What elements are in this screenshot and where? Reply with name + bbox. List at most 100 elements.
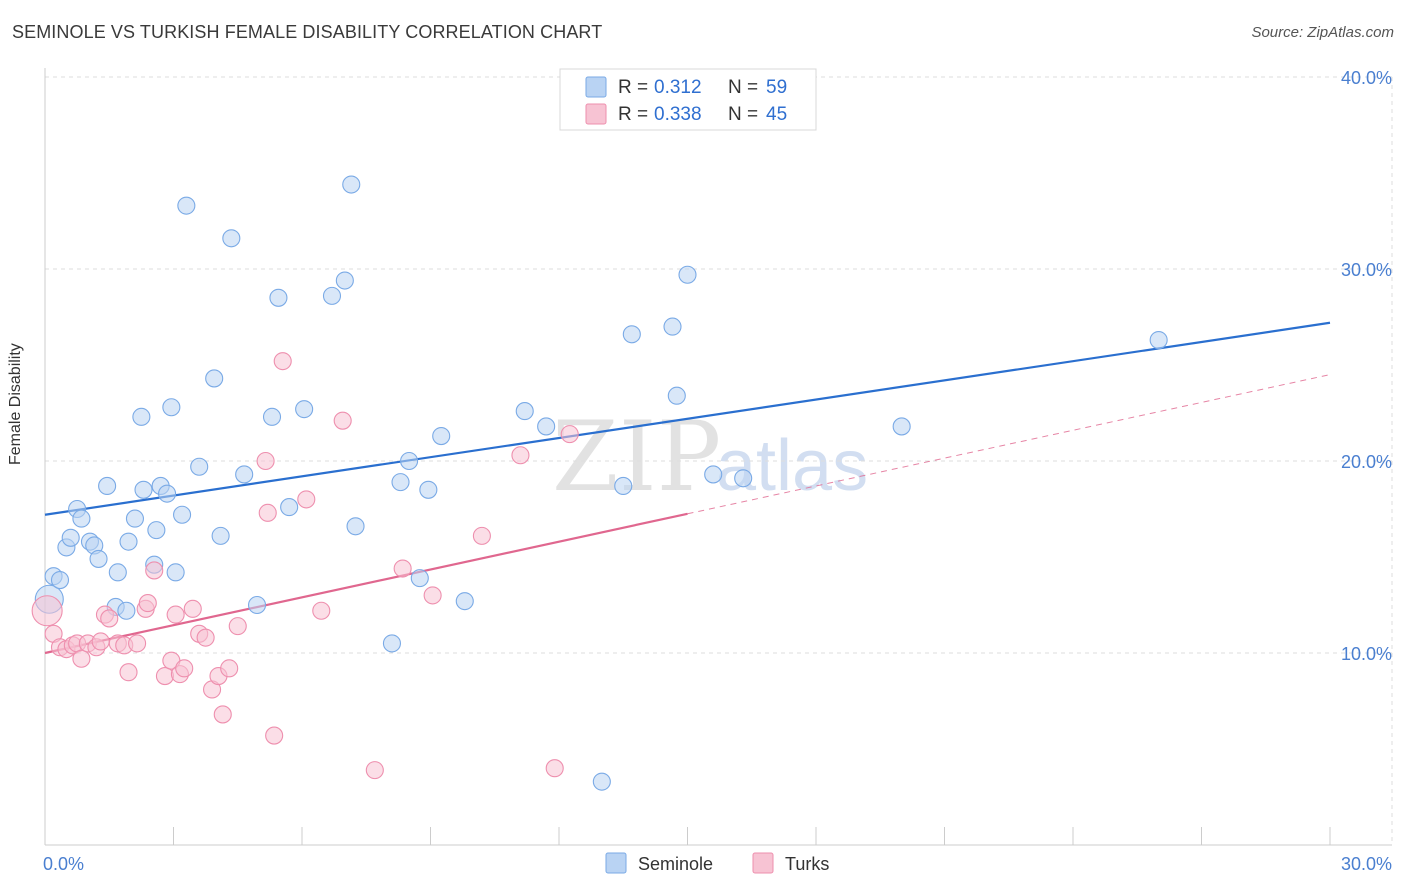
watermark-zip: ZIP [552,401,721,513]
watermark: ZIP atlas [552,401,868,513]
turks-point-42 [472,526,491,545]
legend: R = 0.312 N = 59 R = 0.338 N = 45 [559,68,817,131]
seminole-point-10 [98,476,117,496]
seminole-point-29 [222,229,241,248]
seminole-point-24 [173,505,192,524]
seminole-point-12 [108,563,127,582]
seminole-point-58 [1149,330,1168,350]
turks-point-15 [128,634,147,653]
seminole-point-21 [158,484,177,503]
seminole-point-33 [269,288,288,307]
turks-point-38 [333,411,352,430]
turks-point-44 [545,759,564,778]
seminole-point-56 [734,469,753,488]
seminole-point-22 [162,398,181,417]
seminole-point-51 [622,325,641,344]
seminole-point-52 [663,317,682,336]
turks-point-32 [256,451,275,471]
turks-point-19 [155,666,174,686]
legend-swatch-seminole [585,76,607,98]
y-tick-label-1: 20.0% [1341,452,1392,472]
data-points [31,175,1168,791]
seminole-point-17 [134,480,153,499]
seminole-point-9 [89,549,108,568]
seminole-point-40 [382,634,402,653]
legend-seminole-n-label: N = [728,77,758,98]
grid-lines [45,76,1393,845]
legend-seminole-r-value: 0.312 [654,77,702,98]
seminole-point-32 [262,407,282,426]
legend-turks-n-label: N = [728,104,758,125]
turks-point-14 [119,663,138,682]
legend-turks-r-value: 0.338 [654,104,702,125]
turks-point-11 [100,609,119,628]
turks-point-36 [297,490,316,509]
y-tick-label-3: 40.0% [1341,68,1392,88]
turks-point-35 [273,352,292,371]
seminole-point-16 [132,407,151,426]
y-tick-label-0: 10.0% [1341,644,1392,664]
bottom-legend: Seminole Turks [605,852,829,874]
turks-point-34 [265,726,284,745]
turks-point-40 [393,559,412,578]
seminole-point-30 [235,465,254,484]
seminole-point-38 [342,175,361,194]
seminole-point-57 [892,417,911,436]
trend-line-turks [44,512,688,655]
turks-point-26 [196,628,215,647]
bottom-legend-turks: Turks [785,854,829,874]
trend-lines [44,321,1331,655]
seminole-point-53 [667,386,686,405]
seminole-point-43 [410,569,429,588]
seminole-point-26 [190,457,209,476]
chart-source: Source: ZipAtlas.com [1251,24,1394,41]
x-tick-label-1: 30.0% [1341,854,1392,874]
turks-point-23 [175,659,194,678]
turks-point-0 [31,595,63,627]
seminole-point-23 [166,563,185,582]
seminole-point-49 [592,772,611,791]
seminole-point-41 [391,473,410,492]
turks-point-30 [220,659,239,678]
turks-point-9 [91,632,110,651]
seminole-point-46 [455,592,474,611]
legend-turks-n-value: 45 [766,104,787,125]
seminole-point-50 [614,476,633,496]
turks-point-29 [213,705,232,724]
seminole-point-45 [432,426,451,446]
legend-swatch-turks [585,103,607,125]
seminole-point-4 [61,528,80,547]
seminole-point-13 [117,601,136,620]
turks-point-33 [258,503,277,522]
seminole-point-54 [678,265,697,284]
seminole-point-42 [400,451,419,471]
seminole-point-35 [295,400,314,419]
seminole-point-34 [280,498,299,517]
seminole-point-47 [515,402,534,421]
y-tick-label-2: 30.0% [1341,260,1392,280]
bottom-legend-swatch-seminole [605,852,627,874]
turks-point-45 [560,425,579,444]
seminole-point-37 [335,271,354,290]
trend-line-seminole [44,321,1331,516]
seminole-point-15 [125,509,144,528]
legend-seminole-r-label: R = [618,77,648,98]
seminole-point-36 [322,286,342,305]
turks-point-31 [228,617,247,636]
tick-labels: 10.0% 20.0% 30.0% 40.0% 0.0% 30.0% [43,68,1392,874]
bottom-legend-seminole: Seminole [638,854,713,874]
seminole-point-39 [346,517,365,536]
seminole-point-25 [177,196,196,215]
seminole-point-55 [704,465,723,484]
turks-point-21 [166,605,185,624]
seminole-point-48 [537,417,556,436]
seminole-point-28 [211,526,230,545]
seminole-point-31 [247,595,267,615]
seminole-point-19 [147,521,166,540]
x-tick-label-0: 0.0% [43,854,84,874]
watermark-atlas: atlas [716,426,868,506]
seminole-point-44 [419,480,438,499]
turks-point-43 [511,446,530,465]
legend-seminole-n-value: 59 [766,77,787,98]
turks-point-6 [72,649,91,668]
